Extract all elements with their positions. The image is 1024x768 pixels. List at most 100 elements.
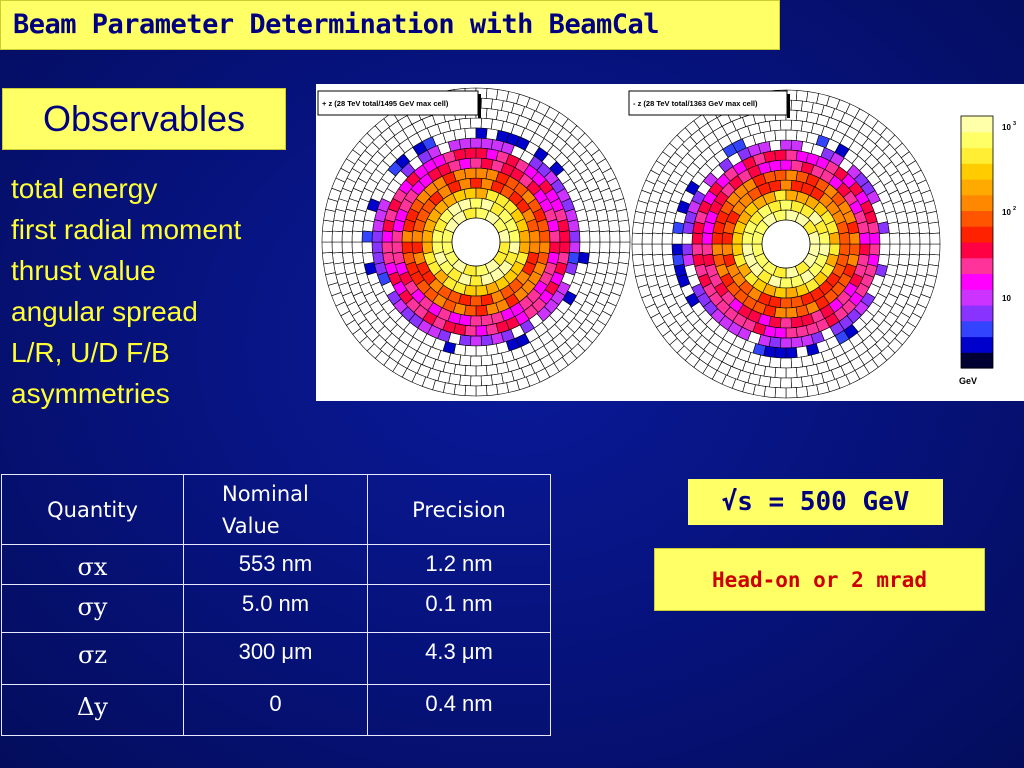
header-nominal-value: Nominal Value bbox=[183, 474, 368, 545]
detector-cell bbox=[464, 385, 477, 397]
detector-cell bbox=[779, 317, 793, 329]
detector-cell bbox=[569, 230, 581, 243]
detector-cell bbox=[769, 356, 782, 369]
detector-cell bbox=[774, 169, 787, 182]
detector-cell bbox=[480, 137, 494, 150]
colorbar-exponent-3: 3 bbox=[1013, 121, 1016, 127]
detector-cell bbox=[475, 147, 488, 159]
detector-cell bbox=[589, 230, 601, 243]
colorbar-swatch bbox=[961, 226, 993, 243]
detector-cell bbox=[453, 384, 467, 396]
detector-cell bbox=[569, 241, 581, 254]
observables-heading: Observables bbox=[42, 98, 246, 139]
detector-cell bbox=[919, 232, 931, 245]
colorbar-swatch bbox=[961, 305, 993, 322]
detector-cell bbox=[633, 264, 646, 278]
detector-cell bbox=[711, 243, 724, 256]
detector-cell bbox=[351, 241, 363, 254]
detector-cell bbox=[795, 386, 809, 398]
detector-cell bbox=[721, 243, 734, 257]
detector-cell bbox=[779, 179, 793, 191]
table-row: σz 300 μm 4.3 μm bbox=[1, 632, 551, 685]
detector-cell bbox=[632, 253, 644, 267]
detector-cell bbox=[587, 219, 600, 233]
colorbar-swatch bbox=[961, 336, 993, 353]
detector-cell bbox=[671, 232, 683, 245]
detector-cell bbox=[661, 243, 673, 256]
detector-cell bbox=[469, 315, 483, 327]
detector-cell bbox=[711, 232, 724, 245]
detector-cell bbox=[470, 137, 482, 149]
detector-cell bbox=[371, 241, 383, 254]
detector-cell bbox=[469, 295, 483, 307]
detector-cell bbox=[795, 90, 809, 102]
row-quantity-sigma-z: σz bbox=[1, 632, 184, 685]
table-row: σx 553 nm 1.2 nm bbox=[1, 544, 551, 585]
detector-cell bbox=[559, 230, 571, 243]
detector-cell bbox=[918, 221, 930, 235]
detector-cell bbox=[652, 221, 665, 235]
detector-cell bbox=[785, 149, 798, 161]
detector-cell bbox=[790, 356, 803, 369]
detector-cell bbox=[538, 241, 551, 254]
detector-cell bbox=[774, 347, 787, 359]
detector-cell bbox=[774, 387, 787, 399]
detector-cell bbox=[928, 253, 940, 267]
detector-cell bbox=[785, 169, 798, 182]
detector-cell bbox=[463, 187, 477, 200]
detector-cell bbox=[790, 336, 804, 349]
detector-cell bbox=[701, 243, 714, 256]
detector-cell bbox=[642, 253, 654, 267]
detector-cell bbox=[681, 243, 693, 256]
detector-cell bbox=[381, 230, 393, 243]
detector-cell bbox=[909, 243, 921, 256]
detector-cell bbox=[651, 243, 663, 256]
detector-cell bbox=[464, 325, 477, 337]
detector-cell bbox=[618, 251, 630, 265]
detector-cell bbox=[769, 376, 782, 389]
colorbar-swatch bbox=[961, 194, 993, 212]
title-banner: Beam Parameter Determination with BeamCa… bbox=[0, 0, 780, 50]
detector-cell bbox=[779, 297, 793, 309]
detector-cell bbox=[848, 232, 861, 245]
detector-cell bbox=[897, 253, 910, 267]
energy-map-plus-z bbox=[321, 87, 631, 397]
detector-cell bbox=[401, 230, 414, 243]
detector-cell bbox=[631, 243, 643, 256]
colorbar-swatch bbox=[961, 289, 993, 306]
detector-cell bbox=[469, 177, 483, 189]
detector-cell bbox=[779, 199, 793, 211]
detector-cell bbox=[907, 221, 920, 235]
detector-cell bbox=[470, 335, 482, 347]
energy-label: √s = 500 GeV bbox=[721, 487, 910, 517]
detector-cell bbox=[342, 251, 355, 265]
detector-cell bbox=[608, 251, 620, 265]
detector-cell bbox=[528, 229, 541, 243]
detector-cell bbox=[785, 306, 798, 319]
detector-cell bbox=[838, 231, 851, 245]
detector-cell bbox=[485, 108, 499, 121]
observable-item: angular spread bbox=[11, 296, 198, 327]
detector-cell bbox=[371, 230, 383, 243]
detector-cell bbox=[672, 253, 685, 267]
detector-cell bbox=[828, 231, 841, 245]
detector-cell bbox=[785, 286, 799, 299]
detector-cell bbox=[485, 88, 499, 100]
detector-cell bbox=[480, 97, 493, 110]
detector-cell bbox=[780, 119, 792, 131]
detector-cell bbox=[469, 197, 483, 209]
detector-cell bbox=[661, 232, 673, 245]
detector-cell bbox=[671, 243, 683, 256]
detector-cell bbox=[323, 262, 336, 276]
minus-z-label: - z (28 TeV total/1363 GeV max cell) bbox=[633, 99, 758, 108]
detector-cell bbox=[322, 251, 334, 265]
detector-cell bbox=[548, 230, 561, 243]
detector-cell bbox=[774, 367, 787, 379]
detector-cell bbox=[331, 241, 343, 254]
detector-cell bbox=[619, 230, 631, 243]
detector-cell bbox=[331, 230, 343, 243]
colorbar-swatch bbox=[961, 147, 993, 164]
colorbar-tick-1000: 10 bbox=[1002, 123, 1011, 132]
detector-cell bbox=[929, 243, 941, 256]
detector-cell bbox=[909, 232, 921, 245]
